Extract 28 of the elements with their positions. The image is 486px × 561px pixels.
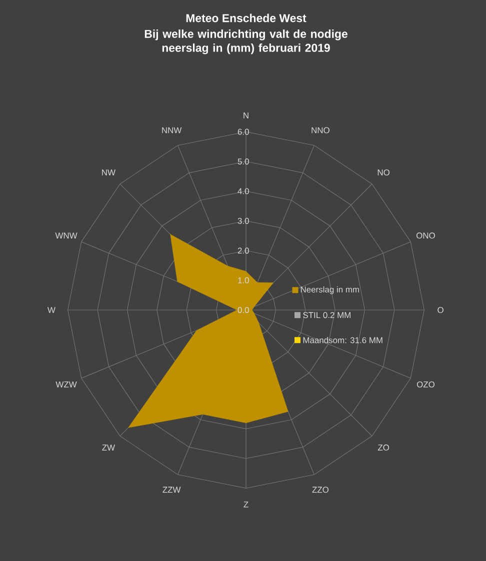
y-tick-label: 3.0 — [238, 218, 249, 224]
spoke-label: Z — [244, 502, 248, 508]
y-tick-label: 2.0 — [238, 248, 249, 254]
text: STIL 0.2 MM — [303, 312, 350, 318]
text: Maandsom: 31.6 MM — [303, 336, 382, 344]
chart-title: Meteo Enschede West — [186, 14, 306, 22]
spoke-label: ONO — [416, 232, 435, 239]
y-tick-label: 5.0 — [238, 158, 249, 164]
spoke-label: NNW — [162, 127, 182, 134]
y-tick-label: 6.0 — [238, 128, 249, 135]
y-tick-label: 0.0 — [238, 307, 249, 313]
spoke-label: W — [48, 307, 56, 313]
legend-label: Neerslag in mm — [300, 286, 359, 294]
spoke-label: ZZW — [162, 486, 181, 493]
spoke-label: NNO — [312, 127, 330, 134]
spoke-label: ZZO — [312, 486, 329, 493]
y-tick-label: 1.0 — [238, 277, 249, 284]
spoke-label: OZO — [416, 381, 434, 388]
spoke-label: O — [438, 307, 444, 313]
spoke-label: NO — [378, 169, 390, 176]
spoke-label: ZO — [378, 444, 390, 451]
spoke-label: NW — [102, 170, 116, 176]
spoke-label: N — [244, 112, 248, 118]
y-tick-label: 4.0 — [238, 188, 249, 194]
spoke-label: ZW — [102, 444, 116, 450]
spoke-label: WZW — [56, 382, 77, 388]
chart-subtitle: Bij welke windrichting valt de nodige neerslag in (mm) februari 2019 — [144, 30, 348, 54]
spoke-label: WNW — [55, 232, 78, 238]
